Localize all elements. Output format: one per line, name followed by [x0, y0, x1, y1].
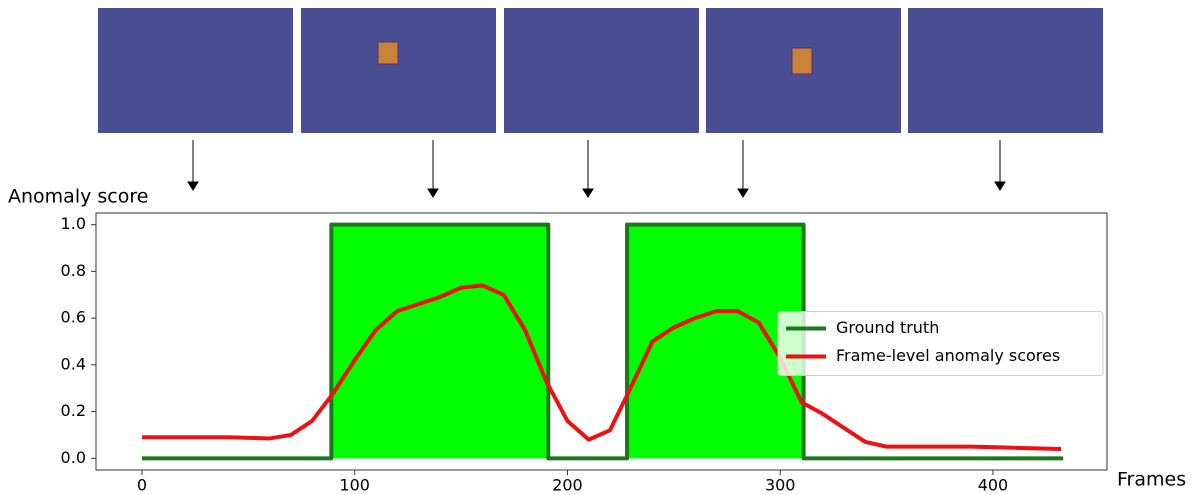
legend-box	[778, 312, 1103, 376]
frame-thumbnails	[98, 8, 1103, 133]
x-tick-label: 400	[978, 476, 1009, 495]
x-tick-label: 0	[137, 476, 147, 495]
frame-thumbnail	[504, 8, 699, 133]
y-tick-label: 0.0	[61, 448, 86, 467]
y-tick-label: 0.6	[61, 308, 86, 327]
detection-box	[378, 42, 398, 64]
y-tick-label: 1.0	[61, 214, 86, 233]
y-tick-label: 0.2	[61, 401, 86, 420]
detection-box	[792, 48, 812, 74]
x-axis-label: Frames	[1117, 469, 1186, 491]
legend-label: Ground truth	[836, 318, 939, 337]
legend-label: Frame-level anomaly scores	[836, 346, 1060, 365]
x-tick-label: 300	[765, 476, 796, 495]
y-tick-label: 0.8	[61, 261, 86, 280]
frame-thumbnail	[98, 8, 293, 133]
x-tick-label: 100	[339, 476, 370, 495]
arrows	[188, 140, 1005, 197]
y-axis-label: Anomaly score	[8, 186, 148, 208]
x-tick-label: 200	[552, 476, 583, 495]
frame-thumbnail	[908, 8, 1103, 133]
y-tick-label: 0.4	[61, 354, 86, 373]
chart: Anomaly score Frames 0.0 0.2 0.4 0.6 0.8 1.0 0…	[0, 0, 1204, 495]
frame-thumbnail	[301, 8, 496, 133]
